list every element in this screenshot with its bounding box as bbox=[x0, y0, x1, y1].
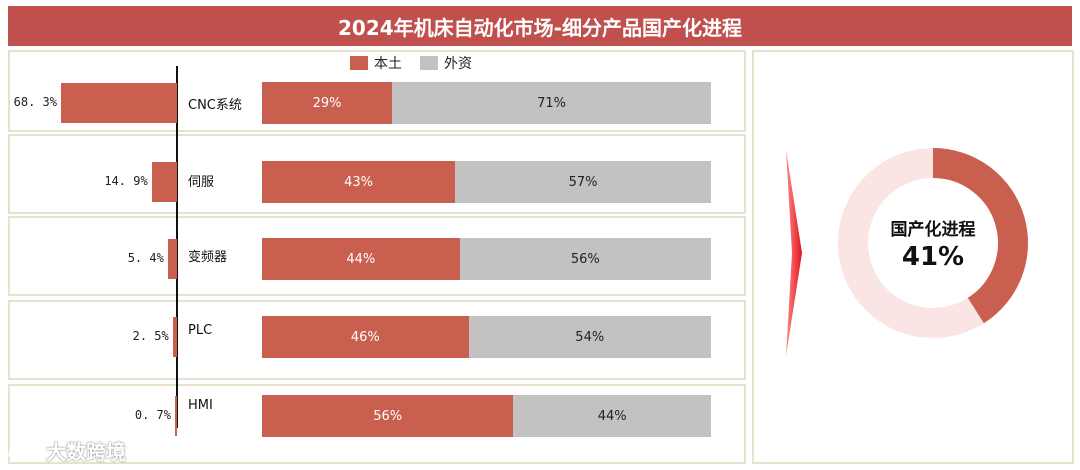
stack-bar-servo: 43% 57% bbox=[262, 161, 711, 203]
legend-label-foreign: 外资 bbox=[444, 56, 472, 72]
stack-segment-foreign-inverter: 56% bbox=[459, 238, 711, 280]
legend-swatch-foreign bbox=[420, 56, 438, 70]
legend-label-local: 本土 bbox=[374, 56, 402, 72]
category-label-inverter: 变频器 bbox=[188, 250, 228, 265]
share-label-plc: 2. 5% bbox=[132, 329, 169, 343]
share-label-servo: 14. 9% bbox=[104, 174, 148, 188]
legend-item-foreign: 外资 bbox=[420, 53, 472, 73]
category-label-hmi: HMI bbox=[188, 398, 213, 413]
donut-center-value: 41% bbox=[901, 241, 965, 272]
share-bar-servo bbox=[151, 162, 177, 202]
donut-center-title: 国产化进程 bbox=[890, 219, 976, 240]
category-label-plc: PLC bbox=[188, 323, 213, 338]
stack-bar-cnc: 29% 71% bbox=[262, 82, 711, 124]
category-label-servo: 伺服 bbox=[188, 175, 215, 190]
stack-segment-foreign-servo: 57% bbox=[455, 161, 711, 203]
share-label-hmi: 0. 7% bbox=[134, 408, 171, 422]
red-arrow-icon bbox=[786, 150, 802, 356]
legend-swatch-local bbox=[350, 56, 368, 70]
stack-bar-inverter: 44% 56% bbox=[262, 238, 711, 280]
share-label-inverter: 5. 4% bbox=[127, 251, 164, 265]
stack-segment-local-hmi: 56% bbox=[262, 395, 514, 437]
stack-bar-plc: 46% 54% bbox=[262, 316, 711, 358]
stack-bar-hmi: 56% 44% bbox=[262, 395, 711, 437]
donut-arc-local bbox=[932, 148, 1028, 324]
stack-segment-local-plc: 46% bbox=[262, 316, 469, 358]
brand: 大数跨境 bbox=[6, 436, 126, 465]
brand-name: 大数跨境 bbox=[46, 440, 126, 464]
share-bar-cnc bbox=[61, 83, 177, 123]
donut-center: 国产化进程 41% bbox=[836, 146, 1030, 340]
cloud-logo-icon bbox=[8, 443, 40, 459]
stack-segment-foreign-cnc: 71% bbox=[392, 82, 711, 124]
legend: 本土 外资 bbox=[350, 54, 490, 72]
legend-item-local: 本土 bbox=[350, 53, 402, 73]
category-label-cnc: CNC系统 bbox=[188, 98, 242, 113]
share-label-cnc: 68. 3% bbox=[13, 95, 57, 109]
share-bar-hmi bbox=[175, 396, 177, 436]
share-bar-plc bbox=[172, 317, 177, 357]
stack-segment-foreign-hmi: 44% bbox=[513, 395, 711, 437]
chart-title: 2024年机床自动化市场-细分产品国产化进程 bbox=[8, 6, 1072, 46]
stack-segment-local-inverter: 44% bbox=[262, 238, 460, 280]
share-bar-inverter bbox=[167, 239, 177, 279]
share-axis-line bbox=[176, 66, 178, 428]
stack-segment-foreign-plc: 54% bbox=[468, 316, 711, 358]
stack-segment-local-cnc: 29% bbox=[262, 82, 393, 124]
progress-donut bbox=[838, 148, 1028, 338]
stack-segment-local-servo: 43% bbox=[262, 161, 456, 203]
